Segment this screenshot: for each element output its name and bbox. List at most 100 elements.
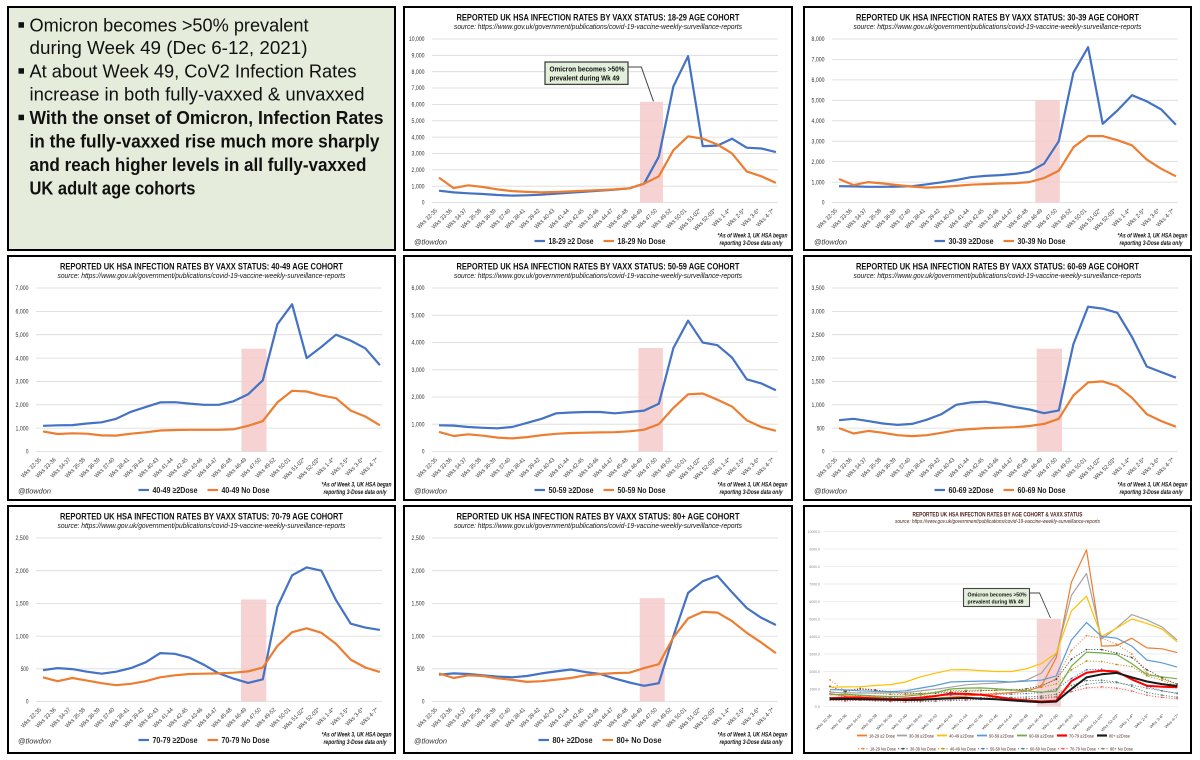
svg-text:and reach higher levels in all: and reach higher levels in all fully-vax… — [30, 154, 367, 175]
svg-text:10,000: 10,000 — [409, 36, 425, 43]
svg-text:7000.0: 7000.0 — [809, 582, 820, 586]
svg-text:Omicron becomes >50%: Omicron becomes >50% — [550, 65, 626, 74]
svg-text:0: 0 — [822, 449, 825, 456]
svg-text:10000.0: 10000.0 — [808, 530, 820, 534]
svg-text:70-79 ≥2Dose: 70-79 ≥2Dose — [1069, 734, 1094, 739]
svg-text:60-69 No Dose: 60-69 No Dose — [1030, 747, 1056, 752]
svg-text:REPORTED UK HSA INFECTION RA: REPORTED UK HSA INFECTION RATES BY AGE C… — [913, 512, 1083, 519]
svg-text:2,500: 2,500 — [812, 332, 825, 339]
svg-text:18-29 ≥2 Dose: 18-29 ≥2 Dose — [549, 236, 594, 246]
svg-text:source: https://www.gov.uk/go: source: https://www.gov.uk/government/pu… — [454, 271, 742, 280]
svg-text:30-39 No Dose: 30-39 No Dose — [1018, 236, 1066, 246]
svg-text:during Week 49 (Dec 6-12, 2021: during Week 49 (Dec 6-12, 2021) — [30, 37, 308, 58]
svg-text:3,000: 3,000 — [412, 151, 425, 158]
svg-text:3000.0: 3000.0 — [809, 652, 820, 656]
svg-text:2,000: 2,000 — [812, 355, 825, 362]
svg-text:0.0: 0.0 — [815, 705, 820, 709]
svg-text:2,000: 2,000 — [412, 568, 425, 575]
svg-text:70-79 No Dose: 70-79 No Dose — [1070, 747, 1096, 752]
svg-text:7,000: 7,000 — [812, 57, 825, 64]
svg-text:source: https://www.gov.uk/go: source: https://www.gov.uk/government/pu… — [454, 521, 742, 530]
svg-text:60-69 ≥2Dose: 60-69 ≥2Dose — [949, 485, 994, 495]
svg-text:70-79 No Dose: 70-79 No Dose — [222, 735, 270, 745]
svg-text:0: 0 — [26, 449, 29, 456]
svg-text:With the onset of Omicron, Inf: With the onset of Omicron, Infection Rat… — [30, 107, 384, 128]
svg-text:0: 0 — [822, 200, 825, 207]
svg-text:500: 500 — [817, 425, 825, 432]
svg-text:2,500: 2,500 — [16, 535, 29, 542]
svg-text:REPORTED UK HSA INFECTION RA: REPORTED UK HSA INFECTION RATES BY VAXX … — [856, 13, 1139, 24]
svg-text:2,000: 2,000 — [412, 394, 425, 401]
svg-text:Wks 4-7*: Wks 4-7* — [1164, 713, 1180, 729]
svg-text:50-59 ≥2Dose: 50-59 ≥2Dose — [989, 734, 1014, 739]
svg-text:0: 0 — [422, 200, 425, 207]
svg-text:7,000: 7,000 — [412, 85, 425, 92]
svg-text:3,000: 3,000 — [16, 379, 29, 386]
svg-text:500: 500 — [21, 666, 29, 673]
svg-text:80+ No Dose: 80+ No Dose — [1110, 747, 1133, 752]
svg-text:source: https://www.gov.uk/go: source: https://www.gov.uk/government/pu… — [854, 271, 1142, 280]
svg-text:Omicron becomes >50%: Omicron becomes >50% — [968, 593, 1027, 599]
svg-text:3,000: 3,000 — [412, 367, 425, 374]
svg-text:2,500: 2,500 — [412, 535, 425, 542]
svg-text:5,000: 5,000 — [412, 118, 425, 125]
svg-text:50-59 ≥2Dose: 50-59 ≥2Dose — [549, 485, 594, 495]
svg-text:*As of Week 3, UK HSA began: *As of Week 3, UK HSA began — [322, 482, 392, 489]
svg-text:source: https://www.gov.uk/go: source: https://www.gov.uk/government/pu… — [854, 22, 1142, 31]
svg-text:0: 0 — [26, 699, 29, 706]
svg-text:4,000: 4,000 — [412, 134, 425, 141]
svg-text:UK adult age cohorts: UK adult age cohorts — [30, 178, 196, 199]
svg-text:1,000: 1,000 — [812, 179, 825, 186]
svg-text:Omicron becomes >50% prevalent: Omicron becomes >50% prevalent — [30, 15, 309, 36]
svg-text:3,000: 3,000 — [812, 309, 825, 316]
svg-text:40-49 No Dose: 40-49 No Dose — [222, 485, 270, 495]
svg-text:@tlowdon: @tlowdon — [814, 487, 847, 496]
svg-text:18-29 ≥2 Dose: 18-29 ≥2 Dose — [869, 734, 895, 739]
svg-text:80+ ≥2Dose: 80+ ≥2Dose — [1109, 734, 1130, 739]
svg-text:1,000: 1,000 — [16, 633, 29, 640]
svg-text:@tlowdon: @tlowdon — [18, 487, 51, 496]
svg-text:6,000: 6,000 — [412, 102, 425, 109]
svg-text:@tlowdon: @tlowdon — [414, 737, 447, 746]
svg-text:30-39 No Dose: 30-39 No Dose — [910, 747, 936, 752]
svg-text:REPORTED UK HSA INFECTION RA: REPORTED UK HSA INFECTION RATES BY VAXX … — [457, 262, 740, 273]
svg-text:2,000: 2,000 — [16, 568, 29, 575]
svg-text:source: https://www.gov.uk/go: source: https://www.gov.uk/government/pu… — [58, 521, 346, 530]
svg-text:1,000: 1,000 — [412, 421, 425, 428]
svg-text:REPORTED UK HSA INFECTION RA: REPORTED UK HSA INFECTION RATES BY VAXX … — [856, 262, 1139, 273]
svg-text:70-79 ≥2Dose: 70-79 ≥2Dose — [153, 735, 198, 745]
svg-text:0: 0 — [422, 699, 425, 706]
svg-text:increase in both fully-vaxxed: increase in both fully-vaxxed & unvaxxed — [30, 84, 365, 105]
svg-text:prevalent during Wk 49: prevalent during Wk 49 — [968, 600, 1025, 606]
svg-text:80+ ≥2Dose: 80+ ≥2Dose — [553, 735, 593, 745]
svg-text:@tlowdon: @tlowdon — [814, 238, 847, 247]
svg-text:1000.0: 1000.0 — [809, 687, 820, 691]
svg-text:18-29 No Dose: 18-29 No Dose — [618, 236, 666, 246]
svg-text:60-69 No Dose: 60-69 No Dose — [1018, 485, 1066, 495]
svg-text:1,500: 1,500 — [812, 379, 825, 386]
svg-text:Wks 3-6*: Wks 3-6* — [1149, 713, 1165, 729]
svg-text:5,000: 5,000 — [812, 98, 825, 105]
svg-text:prevalent during Wk 49: prevalent during Wk 49 — [550, 74, 620, 83]
svg-text:*As of Week 3, UK HSA began: *As of Week 3, UK HSA began — [1118, 233, 1188, 240]
svg-text:in the fully-vaxxed rise much: in the fully-vaxxed rise much more sharp… — [30, 131, 381, 152]
svg-text:reporting 3-Dose data only: reporting 3-Dose data only — [324, 739, 387, 746]
svg-text:40-49 No Dose: 40-49 No Dose — [950, 747, 976, 752]
svg-text:5,000: 5,000 — [412, 313, 425, 320]
svg-text:reporting 3-Dose data only: reporting 3-Dose data only — [720, 739, 783, 746]
svg-text:source: https://www.gov.uk/go: source: https://www.gov.uk/government/pu… — [58, 271, 346, 280]
svg-text:2,000: 2,000 — [412, 167, 425, 174]
svg-text:*As of Week 3, UK HSA began: *As of Week 3, UK HSA began — [1118, 482, 1188, 489]
svg-text:1,500: 1,500 — [412, 601, 425, 608]
svg-text:8,000: 8,000 — [412, 69, 425, 76]
svg-text:*As of Week 3, UK HSA began: *As of Week 3, UK HSA began — [718, 233, 788, 240]
svg-text:60-69 ≥2Dose: 60-69 ≥2Dose — [1029, 734, 1054, 739]
svg-text:REPORTED UK HSA INFECTION RA: REPORTED UK HSA INFECTION RATES BY VAXX … — [457, 13, 740, 24]
svg-text:reporting 3-Dose data only: reporting 3-Dose data only — [324, 489, 387, 496]
svg-text:9000.0: 9000.0 — [809, 547, 820, 551]
svg-text:6,000: 6,000 — [812, 77, 825, 84]
svg-text:50-59 No Dose: 50-59 No Dose — [618, 485, 666, 495]
svg-text:*As of Week 3, UK HSA began: *As of Week 3, UK HSA began — [718, 732, 788, 739]
svg-text:0: 0 — [422, 449, 425, 456]
svg-text:2000.0: 2000.0 — [809, 670, 820, 674]
